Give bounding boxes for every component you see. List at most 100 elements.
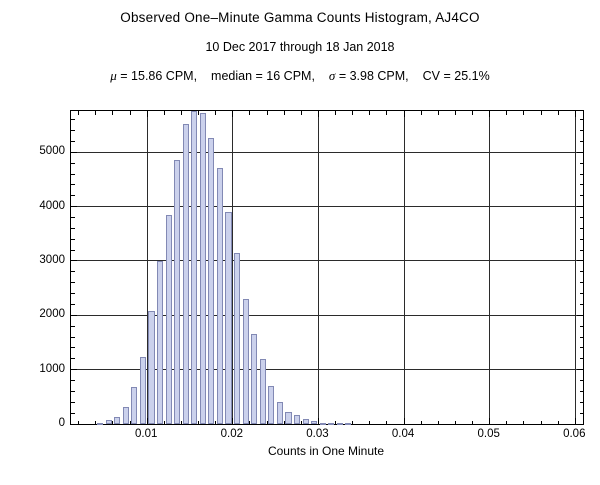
y-minor-tick [71,271,75,273]
x-minor-tick [300,111,302,115]
x-minor-tick [129,111,131,115]
x-minor-tick [369,420,371,424]
y-major-tick [71,151,77,153]
y-minor-tick [71,282,75,284]
y-minor-tick [71,195,75,197]
x-minor-tick [129,420,131,424]
histogram-bar [242,299,249,424]
x-minor-tick [386,420,388,424]
x-minor-tick [352,420,354,424]
x-minor-tick [163,111,165,115]
histogram-bar [122,406,129,424]
y-minor-tick [579,195,583,197]
y-minor-tick [71,238,75,240]
histogram-bar [199,112,206,424]
histogram-bar [114,416,121,424]
x-minor-tick [300,420,302,424]
x-tick-label: 0.06 [563,428,586,440]
y-tick-label: 4000 [39,199,65,212]
y-minor-tick [71,140,75,142]
x-minor-tick [249,111,251,115]
y-minor-tick [579,162,583,164]
greek-symbol: μ [110,68,117,83]
y-minor-tick [579,325,583,327]
y-tick-label: 1000 [39,362,65,375]
x-minor-tick [198,111,200,115]
x-minor-tick [523,111,525,115]
y-minor-tick [579,140,583,142]
x-tick-label: 0.03 [306,428,329,440]
histogram-bar [251,334,258,424]
y-minor-tick [579,238,583,240]
x-tick-label: 0.01 [134,428,158,440]
y-minor-tick [579,303,583,305]
gridline-horizontal [71,206,583,208]
x-minor-tick [420,420,422,424]
histogram-bar [311,421,318,424]
x-minor-tick [557,420,559,424]
chart-stats-line: μ = 15.86 CPM, median = 16 CPM, σ = 3.98 C… [0,68,600,84]
x-minor-tick [78,111,80,115]
gridline-vertical [232,111,234,424]
y-minor-tick [71,119,75,121]
histogram-bar [336,423,343,425]
x-minor-tick [215,111,217,115]
x-major-tick [574,418,576,424]
x-tick-label: 0.02 [220,428,244,440]
histogram-bar [345,423,352,425]
y-major-tick [577,369,583,371]
x-major-tick [403,111,405,117]
gridline-vertical [146,111,148,424]
histogram-bar [234,253,241,424]
x-minor-tick [352,111,354,115]
x-tick-label: 0.04 [391,428,415,440]
x-major-tick [232,418,234,424]
y-minor-tick [71,173,75,175]
histogram-bar [259,359,266,424]
histogram-bar [105,420,112,424]
y-minor-tick [579,347,583,349]
x-major-tick [146,418,148,424]
y-minor-tick [71,412,75,414]
gridline-vertical [574,111,576,424]
y-major-tick [71,369,77,371]
y-minor-tick [71,184,75,186]
y-minor-tick [579,227,583,229]
x-minor-tick [95,420,97,424]
y-minor-tick [71,336,75,338]
y-major-tick [71,206,77,208]
histogram-bar [216,167,224,424]
histogram-bar [285,411,292,424]
histogram-bar [208,138,215,424]
x-minor-tick [454,420,456,424]
x-minor-tick [283,420,285,424]
histogram-bar [328,423,335,425]
y-minor-tick [71,358,75,360]
x-minor-tick [95,111,97,115]
chart-subtitle: 10 Dec 2017 through 18 Jan 2018 [205,40,395,54]
y-minor-tick [579,380,583,382]
y-tick-label: 5000 [39,145,65,158]
histogram-bar [97,423,104,425]
y-minor-tick [71,380,75,382]
histogram-bar [276,401,283,424]
y-minor-tick [579,293,583,295]
y-major-tick [577,206,583,208]
y-minor-tick [579,390,583,392]
x-axis-title: Counts in One Minute [267,444,385,458]
y-minor-tick [71,217,75,218]
x-minor-tick [180,111,182,115]
y-tick-label: 0 [58,417,65,429]
x-minor-tick [523,420,525,424]
x-minor-tick [163,420,165,424]
y-tick-label: 3000 [39,253,65,266]
y-major-tick [577,151,583,153]
x-minor-tick [249,420,251,424]
stats-segment: median = 16 CPM, [211,69,315,83]
y-minor-tick [71,162,75,164]
x-minor-tick [283,111,285,115]
histogram-bar [156,260,164,424]
x-tick-label: 0.05 [477,428,500,440]
histogram-bar [302,419,309,424]
